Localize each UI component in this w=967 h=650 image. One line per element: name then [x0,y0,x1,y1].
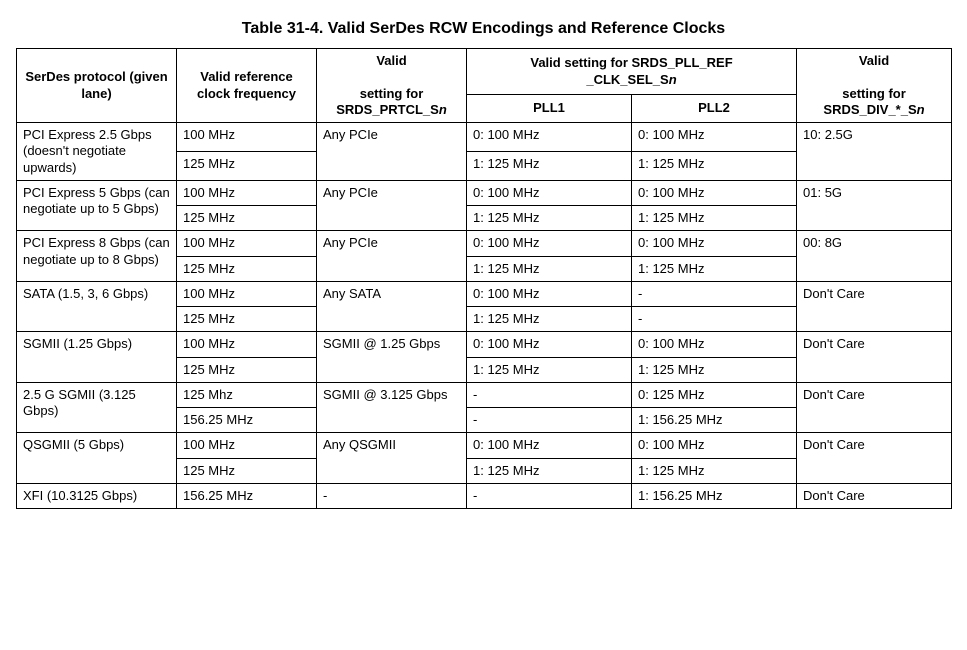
table-row: SATA (1.5, 3, 6 Gbps)100 MHzAny SATA0: 1… [17,281,952,306]
cell-refclk: 125 MHz [177,458,317,483]
cell-pll2: 0: 100 MHz [632,433,797,458]
table-header: SerDes protocol (given lane) Valid refer… [17,49,952,123]
cell-refclk: 156.25 MHz [177,483,317,508]
cell-prtcl: Any QSGMII [317,433,467,484]
hdr-pll-l2: _CLK_SEL_S [586,72,668,87]
cell-prtcl: Any PCIe [317,123,467,181]
cell-pll1: 1: 125 MHz [467,458,632,483]
cell-pll1: 0: 100 MHz [467,180,632,205]
hdr-protocol: SerDes protocol (given lane) [17,49,177,123]
cell-prtcl: SGMII @ 1.25 Gbps [317,332,467,383]
table-row: QSGMII (5 Gbps)100 MHzAny QSGMII0: 100 M… [17,433,952,458]
cell-pll1: - [467,382,632,407]
hdr-div: Valid setting for SRDS_DIV_*_Sn [797,49,952,123]
cell-pll2: 0: 100 MHz [632,231,797,256]
cell-prtcl: Any PCIe [317,231,467,282]
cell-protocol: SGMII (1.25 Gbps) [17,332,177,383]
cell-refclk: 100 MHz [177,123,317,152]
cell-div: 10: 2.5G [797,123,952,181]
cell-pll1: - [467,483,632,508]
hdr-pll-span: Valid setting for SRDS_PLL_REF _CLK_SEL_… [467,49,797,95]
cell-pll1: 1: 125 MHz [467,357,632,382]
cell-pll1: - [467,408,632,433]
cell-div: Don't Care [797,281,952,332]
cell-pll1: 1: 125 MHz [467,307,632,332]
cell-pll1: 1: 125 MHz [467,256,632,281]
cell-prtcl: Any PCIe [317,180,467,231]
cell-pll1: 0: 100 MHz [467,281,632,306]
cell-div: Don't Care [797,382,952,433]
hdr-pll1: PLL1 [467,95,632,123]
cell-protocol: PCI Express 8 Gbps (can negotiate up to … [17,231,177,282]
cell-div: Don't Care [797,433,952,484]
cell-pll2: 0: 100 MHz [632,123,797,152]
table-caption: Table 31-4. Valid SerDes RCW Encodings a… [16,20,951,38]
cell-refclk: 125 MHz [177,307,317,332]
cell-pll2: 1: 125 MHz [632,458,797,483]
cell-pll2: 0: 125 MHz [632,382,797,407]
hdr-prtcl-l3: SRDS_PRTCL_S [336,102,439,117]
table-body: PCI Express 2.5 Gbps (doesn't negotiate … [17,123,952,509]
cell-pll1: 1: 125 MHz [467,151,632,180]
table-row: PCI Express 5 Gbps (can negotiate up to … [17,180,952,205]
cell-pll2: 0: 100 MHz [632,332,797,357]
cell-div: Don't Care [797,483,952,508]
cell-pll1: 0: 100 MHz [467,123,632,152]
cell-protocol: PCI Express 2.5 Gbps (doesn't negotiate … [17,123,177,181]
hdr-pll-l2-n: n [669,72,677,87]
hdr-prtcl-l1: Valid [376,53,406,68]
cell-refclk: 100 MHz [177,332,317,357]
cell-pll2: - [632,281,797,306]
cell-pll2: 1: 156.25 MHz [632,408,797,433]
table-row: XFI (10.3125 Gbps)156.25 MHz--1: 156.25 … [17,483,952,508]
cell-div: 00: 8G [797,231,952,282]
cell-pll2: 0: 100 MHz [632,180,797,205]
cell-protocol: SATA (1.5, 3, 6 Gbps) [17,281,177,332]
hdr-prtcl-l2: setting for [360,86,424,101]
serdes-table: SerDes protocol (given lane) Valid refer… [16,48,952,509]
hdr-div-l3: SRDS_DIV_*_S [823,102,916,117]
cell-refclk: 100 MHz [177,231,317,256]
cell-refclk: 156.25 MHz [177,408,317,433]
cell-refclk: 125 MHz [177,151,317,180]
cell-div: 01: 5G [797,180,952,231]
cell-protocol: 2.5 G SGMII (3.125 Gbps) [17,382,177,433]
cell-prtcl: SGMII @ 3.125 Gbps [317,382,467,433]
hdr-div-l3-n: n [917,102,925,117]
cell-protocol: XFI (10.3125 Gbps) [17,483,177,508]
cell-refclk: 100 MHz [177,433,317,458]
table-row: 2.5 G SGMII (3.125 Gbps)125 MhzSGMII @ 3… [17,382,952,407]
hdr-refclk: Valid reference clock frequency [177,49,317,123]
table-row: SGMII (1.25 Gbps)100 MHzSGMII @ 1.25 Gbp… [17,332,952,357]
cell-pll2: 1: 125 MHz [632,206,797,231]
cell-refclk: 125 MHz [177,256,317,281]
cell-refclk: 125 MHz [177,357,317,382]
cell-refclk: 100 MHz [177,281,317,306]
cell-refclk: 125 MHz [177,206,317,231]
hdr-prtcl-l3-n: n [439,102,447,117]
cell-refclk: 100 MHz [177,180,317,205]
cell-pll1: 0: 100 MHz [467,332,632,357]
cell-pll2: 1: 125 MHz [632,357,797,382]
hdr-div-l1: Valid [859,53,889,68]
cell-protocol: PCI Express 5 Gbps (can negotiate up to … [17,180,177,231]
cell-prtcl: Any SATA [317,281,467,332]
cell-pll1: 1: 125 MHz [467,206,632,231]
cell-prtcl: - [317,483,467,508]
cell-div: Don't Care [797,332,952,383]
cell-pll2: 1: 125 MHz [632,151,797,180]
table-row: PCI Express 8 Gbps (can negotiate up to … [17,231,952,256]
cell-pll1: 0: 100 MHz [467,433,632,458]
cell-pll2: 1: 125 MHz [632,256,797,281]
cell-protocol: QSGMII (5 Gbps) [17,433,177,484]
hdr-prtcl: Valid setting for SRDS_PRTCL_Sn [317,49,467,123]
hdr-pll2: PLL2 [632,95,797,123]
cell-pll2: 1: 156.25 MHz [632,483,797,508]
cell-refclk: 125 Mhz [177,382,317,407]
cell-pll1: 0: 100 MHz [467,231,632,256]
hdr-div-l2: setting for [842,86,906,101]
table-row: PCI Express 2.5 Gbps (doesn't negotiate … [17,123,952,152]
cell-pll2: - [632,307,797,332]
hdr-pll-l1: Valid setting for SRDS_PLL_REF [530,55,732,70]
